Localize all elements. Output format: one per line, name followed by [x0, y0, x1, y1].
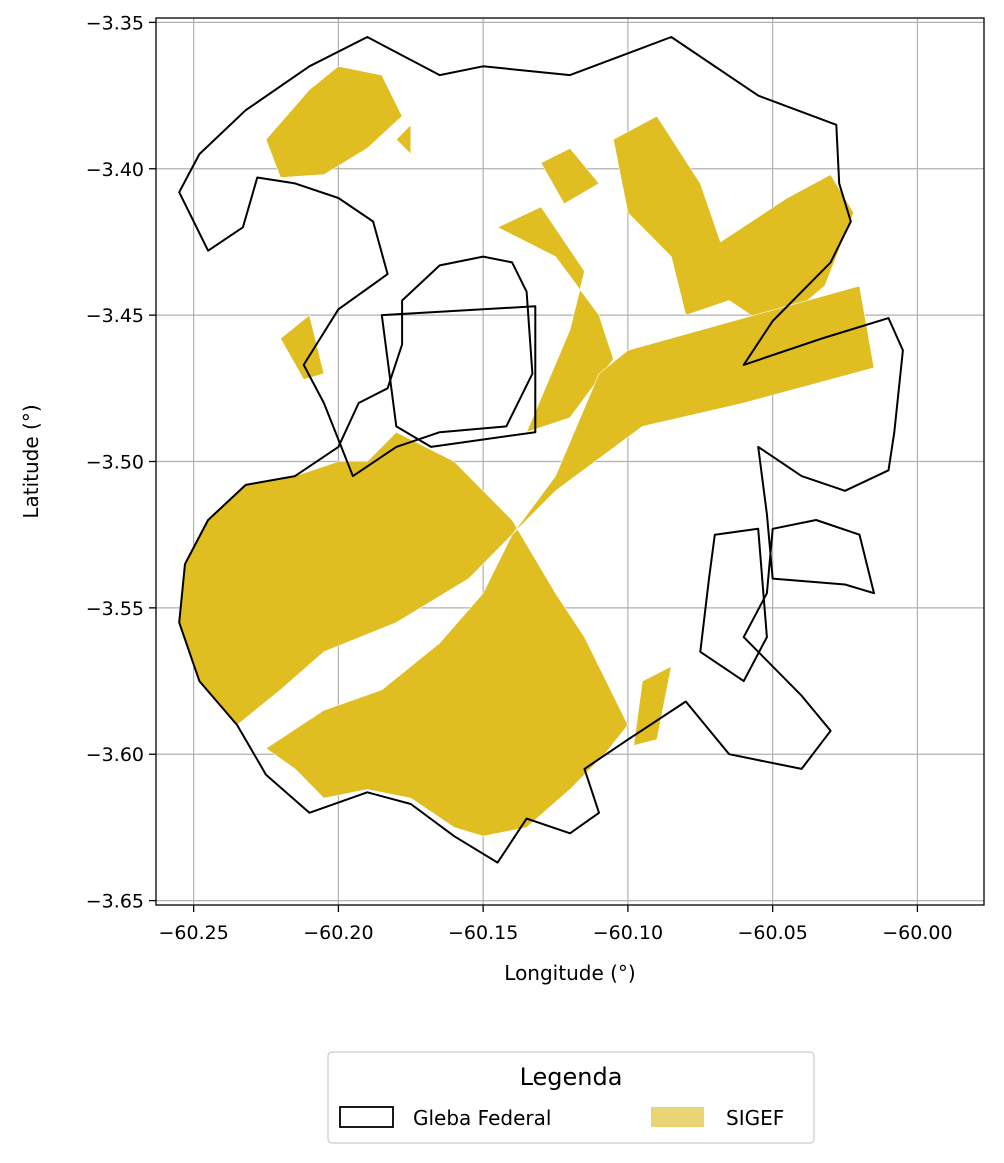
gleba-federal-boundary: [380, 305, 537, 448]
legend-swatch-gleba-federal: [339, 1106, 394, 1128]
x-axis-ticks: −60.25 −60.20 −60.15 −60.10 −60.05 −60.00: [158, 905, 953, 944]
legend: Legenda Gleba Federal SIGEF: [327, 1051, 815, 1144]
y-tick-label: −3.45: [86, 305, 144, 327]
plot-area: [155, 17, 985, 906]
sigef-parcels: [178, 65, 875, 837]
x-tick-label: −60.05: [737, 922, 807, 944]
y-axis-ticks: −3.35 −3.40 −3.45 −3.50 −3.55 −3.60 −3.65: [86, 12, 156, 913]
x-tick-label: −60.15: [448, 922, 518, 944]
y-axis-label: Latitude (°): [19, 404, 43, 518]
legend-label-sigef: SIGEF: [726, 1106, 784, 1130]
x-tick-label: −60.20: [303, 922, 373, 944]
x-tick-label: −60.10: [593, 922, 663, 944]
y-tick-label: −3.60: [86, 744, 144, 766]
y-tick-label: −3.55: [86, 598, 144, 620]
x-tick-label: −60.00: [882, 922, 952, 944]
sigef-parcel: [280, 314, 325, 380]
gleba-federal-boundaries: [178, 36, 904, 864]
gleba-federal-boundary: [699, 527, 768, 683]
legend-swatch-sigef: [651, 1107, 704, 1127]
legend-title: Legenda: [520, 1063, 623, 1091]
x-axis-label: Longitude (°): [504, 961, 635, 985]
sigef-parcel: [395, 124, 412, 155]
sigef-parcel: [496, 206, 614, 433]
y-tick-label: −3.65: [86, 891, 144, 913]
sigef-parcel: [613, 115, 855, 331]
x-tick-label: −60.25: [158, 922, 228, 944]
legend-label-gleba-federal: Gleba Federal: [413, 1106, 551, 1130]
gleba-federal-boundary: [178, 36, 904, 864]
y-tick-label: −3.35: [86, 12, 144, 34]
sigef-parcel: [178, 285, 875, 837]
sigef-parcel: [633, 665, 672, 746]
y-tick-label: −3.50: [86, 452, 144, 474]
sigef-parcel: [540, 147, 600, 205]
y-tick-label: −3.40: [86, 159, 144, 181]
sigef-parcel: [265, 65, 403, 178]
